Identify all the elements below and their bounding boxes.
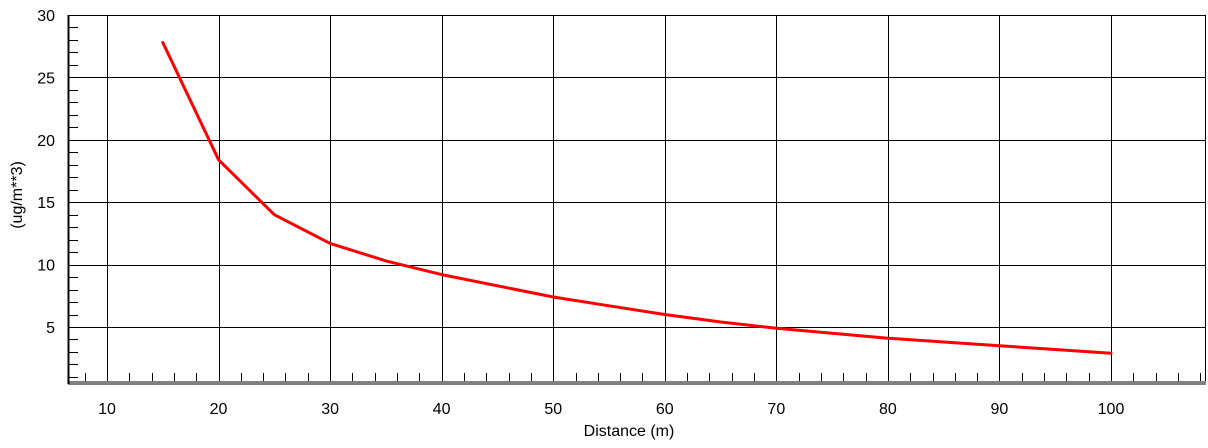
tick-labels: 10 20 30 40 50 60 70 80 90 100 5 10 15 20 25 30 [37,8,1124,418]
axes [67,15,1206,385]
y-tick-label: 20 [37,133,55,150]
y-tick-label: 30 [37,8,55,25]
y-axis-title: (ug/m**3) [9,161,26,229]
x-tick-label: 10 [98,401,116,418]
x-tick-label: 60 [656,401,674,418]
y-tick-label: 25 [37,70,55,87]
x-axis-title: Distance (m) [584,423,675,440]
x-axis-bar [68,381,1206,385]
plot-background [68,15,1206,384]
x-tick-label: 50 [544,401,562,418]
x-tick-label: 80 [879,401,897,418]
series-layer [161,41,1113,355]
x-tick-label: 30 [321,401,339,418]
x-tick-label: 70 [767,401,785,418]
y-tick-label: 5 [46,320,55,337]
plot-area [68,15,1206,384]
series-line [161,41,1113,355]
y-tick-label: 15 [37,195,55,212]
gridlines [68,15,1206,384]
minor-ticks [68,27,1201,382]
x-tick-label: 90 [991,401,1009,418]
x-tick-label: 100 [1098,401,1125,418]
y-tick-label: 10 [37,258,55,275]
x-tick-label: 40 [433,401,451,418]
x-tick-label: 20 [210,401,228,418]
